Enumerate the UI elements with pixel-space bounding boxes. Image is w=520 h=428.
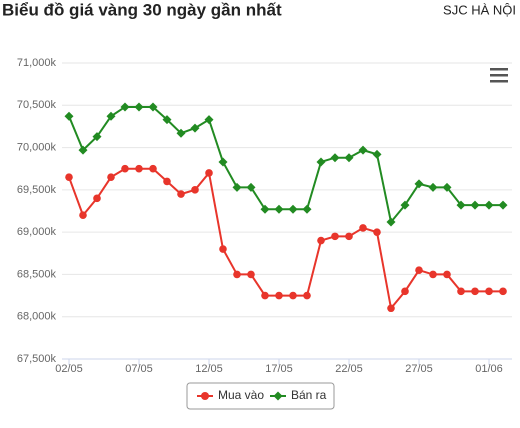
point — [274, 204, 284, 214]
point — [414, 179, 424, 189]
point — [135, 164, 143, 173]
point — [78, 145, 88, 155]
point — [400, 200, 410, 210]
y-tick-label: 68,000k — [17, 311, 57, 323]
point — [218, 157, 228, 167]
point — [163, 177, 171, 186]
point — [456, 200, 466, 210]
point — [485, 287, 493, 296]
point — [106, 111, 116, 121]
point — [499, 287, 507, 296]
point — [289, 291, 297, 300]
point — [344, 153, 354, 163]
point — [330, 153, 340, 163]
chart-subtitle: SJC HÀ NỘI — [443, 2, 516, 17]
point — [316, 157, 326, 167]
point — [162, 115, 172, 125]
y-tick-label: 70,000k — [17, 141, 57, 153]
point — [219, 245, 227, 253]
x-tick-label: 01/06 — [475, 363, 503, 375]
point — [484, 200, 494, 210]
point — [429, 270, 437, 279]
point — [121, 164, 129, 173]
y-tick-label: 70,500k — [17, 99, 57, 111]
point — [107, 173, 115, 181]
point — [457, 287, 465, 296]
x-tick-label: 07/05 — [125, 363, 153, 375]
point — [303, 291, 311, 300]
legend — [186, 382, 335, 410]
legend-item[interactable]: Mua vào — [197, 388, 264, 402]
point — [260, 204, 270, 214]
point — [176, 128, 186, 138]
point — [498, 200, 508, 210]
point — [317, 236, 325, 245]
point — [387, 304, 395, 313]
legend-marker — [201, 392, 209, 400]
legend-marker — [273, 391, 283, 401]
point — [148, 102, 158, 112]
y-tick-label: 69,500k — [17, 184, 57, 196]
point — [261, 291, 269, 300]
point — [275, 291, 283, 300]
menu-button[interactable] — [490, 68, 508, 83]
x-tick-label: 02/05 — [55, 363, 83, 375]
point — [247, 270, 255, 279]
point — [79, 211, 87, 220]
point — [373, 228, 381, 236]
legend-label: Bán ra — [291, 388, 327, 402]
point — [149, 164, 157, 173]
y-tick-label: 69,000k — [17, 226, 57, 238]
x-tick-label: 17/05 — [265, 363, 293, 375]
point — [401, 287, 409, 296]
point — [246, 182, 256, 192]
x-tick-label: 22/05 — [335, 363, 363, 375]
point — [359, 224, 367, 232]
point — [177, 190, 185, 198]
point — [428, 182, 438, 192]
chart-title: Biểu đồ giá vàng 30 ngày gần nhất — [2, 0, 282, 19]
y-tick-label: 67,500k — [17, 353, 57, 365]
point — [204, 115, 214, 125]
y-tick-label: 68,500k — [17, 268, 57, 280]
point — [386, 217, 396, 227]
point — [471, 287, 479, 296]
point — [358, 145, 368, 155]
legend-item[interactable]: Bán ra — [270, 388, 327, 402]
point — [65, 173, 73, 181]
point — [64, 111, 74, 121]
point — [134, 102, 144, 112]
point — [443, 270, 451, 279]
x-tick-label: 12/05 — [195, 363, 223, 375]
point — [345, 232, 353, 241]
point — [442, 182, 452, 192]
point — [233, 270, 241, 279]
point — [331, 232, 339, 241]
point — [302, 204, 312, 214]
point — [415, 266, 423, 275]
point — [93, 194, 101, 203]
point — [120, 102, 130, 112]
point — [191, 186, 199, 194]
legend-label: Mua vào — [218, 388, 264, 402]
point — [205, 169, 213, 177]
point — [288, 204, 298, 214]
y-tick-label: 71,000k — [17, 57, 57, 69]
x-tick-label: 27/05 — [405, 363, 433, 375]
point — [92, 132, 102, 142]
point — [190, 123, 200, 133]
point — [372, 149, 382, 159]
point — [232, 182, 242, 192]
point — [470, 200, 480, 210]
series-line — [68, 105, 503, 225]
